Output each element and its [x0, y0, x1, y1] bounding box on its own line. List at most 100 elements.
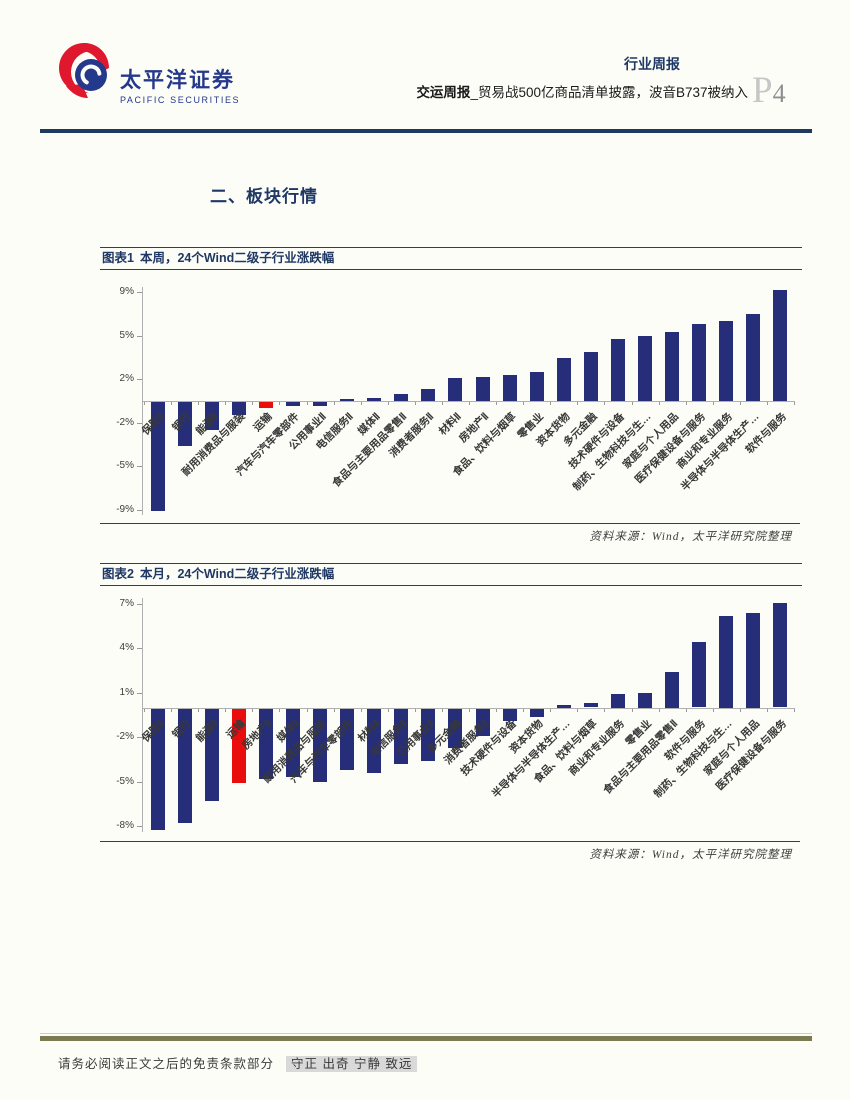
- bar-highlight: [232, 709, 246, 783]
- y-axis-tick-label: 5%: [119, 330, 134, 341]
- figure1-caption-text: 本周，24个Wind二级子行业涨跌幅: [139, 251, 335, 265]
- x-tick-mark: [713, 402, 714, 405]
- bar-value: [259, 709, 273, 779]
- x-tick-mark: [496, 402, 497, 405]
- y-axis-tick-label: 7%: [119, 598, 134, 609]
- y-axis-tick-label: -2%: [116, 731, 134, 742]
- x-tick-mark: [523, 402, 524, 405]
- y-axis-line: [142, 598, 143, 832]
- bar-value: [367, 709, 381, 773]
- x-tick-mark: [767, 709, 768, 712]
- figure1-caption: 图表1 本周，24个Wind二级子行业涨跌幅: [100, 247, 802, 270]
- x-tick-mark: [198, 709, 199, 712]
- x-tick-mark: [550, 709, 551, 712]
- x-axis-line: [142, 401, 795, 402]
- bar-value: [476, 377, 490, 401]
- x-tick-mark: [252, 402, 253, 405]
- x-tick-mark: [388, 709, 389, 712]
- x-tick-mark: [144, 709, 145, 712]
- y-axis-tick-label: -9%: [116, 504, 134, 515]
- footer-light-rule: [40, 1033, 812, 1034]
- x-tick-mark: [198, 402, 199, 405]
- disclaimer-text: 请务必阅读正文之后的免责条款部分: [58, 1057, 275, 1071]
- y-axis-tick-label: -5%: [116, 776, 134, 787]
- x-tick-mark: [361, 402, 362, 405]
- x-tick-mark: [740, 402, 741, 405]
- x-tick-mark: [523, 709, 524, 712]
- y-axis-tick-label: 2%: [119, 373, 134, 384]
- x-tick-mark: [686, 709, 687, 712]
- figure2-caption-text: 本月，24个Wind二级子行业涨跌幅: [139, 567, 335, 581]
- header-rule: [40, 129, 812, 133]
- x-tick-mark: [577, 709, 578, 712]
- bar-value: [638, 336, 652, 401]
- bar-value: [205, 709, 219, 801]
- pacific-logo-icon: [59, 43, 113, 98]
- x-tick-mark: [442, 402, 443, 405]
- bar-value: [530, 372, 544, 401]
- bar-value: [503, 375, 517, 401]
- figure2-source: 资料来源：Wind，太平洋研究院整理: [100, 841, 800, 862]
- report-title-bold: 交运周报: [416, 85, 471, 100]
- y-tick-mark: [137, 466, 142, 467]
- x-tick-mark: [604, 709, 605, 712]
- bar-value: [746, 314, 760, 401]
- page-number: P4: [752, 72, 812, 109]
- y-tick-mark: [137, 782, 142, 783]
- bar-value: [746, 613, 760, 708]
- bar-highlight: [259, 402, 273, 408]
- bar-value: [394, 394, 408, 401]
- x-tick-mark: [577, 402, 578, 405]
- bar-value: [692, 642, 706, 707]
- figure1-caption-label: 图表1: [102, 251, 134, 265]
- x-tick-mark: [713, 709, 714, 712]
- x-tick-mark: [388, 402, 389, 405]
- x-tick-mark: [794, 402, 795, 405]
- bar-value: [503, 709, 517, 721]
- bar-value: [340, 709, 354, 770]
- x-tick-mark: [307, 709, 308, 712]
- bar-value: [394, 709, 408, 764]
- y-axis-tick-label: 4%: [119, 642, 134, 653]
- bar-value: [421, 389, 435, 401]
- motto-text: 守正 出奇 宁静 致远: [286, 1056, 418, 1072]
- bar-value: [638, 693, 652, 708]
- bar-value: [773, 603, 787, 707]
- y-axis-tick-label: 9%: [119, 286, 134, 297]
- y-tick-mark: [137, 604, 142, 605]
- bar-value: [421, 709, 435, 761]
- x-tick-mark: [767, 402, 768, 405]
- bar-value: [557, 705, 571, 708]
- brand-name-en: PACIFIC SECURITIES: [120, 95, 241, 105]
- x-tick-mark: [171, 709, 172, 712]
- brand-block: 太平洋证券 PACIFIC SECURITIES: [120, 64, 240, 105]
- x-tick-mark: [686, 402, 687, 405]
- x-tick-mark: [361, 709, 362, 712]
- bar-value: [313, 402, 327, 406]
- y-tick-mark: [137, 423, 142, 424]
- x-tick-mark: [442, 709, 443, 712]
- bar-value: [286, 402, 300, 406]
- y-tick-mark: [137, 648, 142, 649]
- y-tick-mark: [137, 510, 142, 511]
- bar-value: [448, 709, 462, 748]
- report-title-rest: _贸易战500亿商品清单披露，波音B737被纳入: [470, 85, 748, 100]
- y-axis-tick-label: 1%: [119, 687, 134, 698]
- x-tick-mark: [307, 402, 308, 405]
- y-axis-tick-label: -2%: [116, 417, 134, 428]
- figure2-caption: 图表2 本月，24个Wind二级子行业涨跌幅: [100, 563, 802, 586]
- x-tick-mark: [225, 402, 226, 405]
- y-axis-tick-label: -5%: [116, 460, 134, 471]
- bar-value: [313, 709, 327, 782]
- x-tick-mark: [659, 709, 660, 712]
- figure1-source: 资料来源：Wind，太平洋研究院整理: [100, 523, 800, 544]
- bar-value: [151, 709, 165, 830]
- figure2-caption-label: 图表2: [102, 567, 134, 581]
- x-tick-mark: [550, 402, 551, 405]
- bar-value: [286, 709, 300, 777]
- bar-value: [773, 290, 787, 401]
- bar-value: [205, 402, 219, 430]
- bar-value: [232, 402, 246, 415]
- bar-value: [611, 694, 625, 708]
